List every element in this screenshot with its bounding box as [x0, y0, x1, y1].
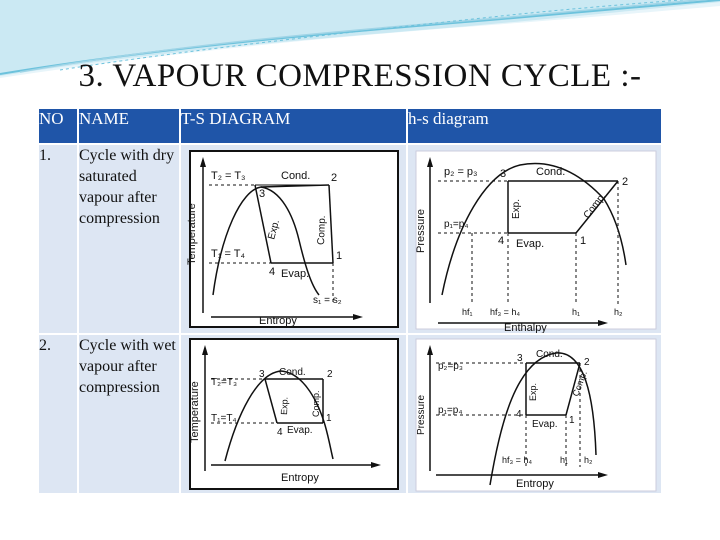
row-number: 2. [39, 335, 77, 493]
ts1-p3: 3 [259, 188, 265, 200]
ts2-axis-y: Temperature [189, 381, 201, 443]
ph2-label-b: p₁=p₄ [438, 405, 462, 416]
ph2-h2: h₁ [560, 455, 568, 465]
ph2-cond: Cond. [536, 349, 563, 360]
ph2-h3: h₂ [584, 455, 593, 465]
ts-diagram-dry-saturated: Temperature Entropy T₂ = T₃ T₁ = T₄ Cond… [186, 150, 399, 328]
ts2-comp: Comp. [311, 390, 321, 417]
ph1-axis-y: Pressure [415, 209, 427, 253]
ts1-label-b: T₁ = T₄ [211, 248, 245, 260]
ph1-axis-x: Enthalpy [504, 322, 547, 333]
ts1-cond: Cond. [281, 170, 310, 182]
ts1-axis-y: Temperature [186, 203, 198, 265]
ph1-cond: Cond. [536, 166, 565, 178]
ph1-h3: h₁ [572, 307, 580, 317]
ts1-axis-x: Entropy [259, 315, 297, 327]
ph2-p3: 3 [517, 353, 523, 364]
hs-diagram-cell: Pressure Entropy p₂=p₃ p₁=p₄ Cond. Evap.… [408, 335, 661, 493]
cycle-table: NO NAME T-S DIAGRAM h-s diagram 1. Cycle… [37, 107, 663, 495]
ph1-h1: hf₁ [462, 307, 473, 317]
ts1-p4: 4 [269, 266, 275, 278]
ts1-evap: Evap. [281, 268, 309, 280]
ts-diagram-wet-vapour: Temperature Entropy T₂=T₃ T₁=T₄ Cond. Ev… [189, 338, 399, 490]
ph1-p1: 1 [580, 235, 586, 247]
ph1-label-t: p₂ = p₃ [444, 166, 478, 178]
row-name: Cycle with wet vapour after compression [79, 335, 179, 493]
ph2-label-t: p₂=p₃ [438, 361, 463, 372]
ts-diagram-cell: Temperature Entropy T₂ = T₃ T₁ = T₄ Cond… [181, 145, 406, 333]
ph1-label-b: p₁=p₄ [444, 219, 468, 230]
ph1-evap: Evap. [516, 238, 544, 250]
hs-diagram-cell: Pressure Enthalpy p₂ = p₃ p₁=p₄ Cond. Ev… [408, 145, 661, 333]
ts2-p3: 3 [259, 369, 265, 380]
ts1-p1: 1 [336, 250, 342, 262]
ph-diagram-wet-vapour: Pressure Entropy p₂=p₃ p₁=p₄ Cond. Evap.… [415, 338, 657, 492]
ph2-exp: Exp. [528, 383, 538, 401]
header-name: NAME [79, 109, 179, 143]
ph1-p2: 2 [622, 176, 628, 188]
ts2-p4: 4 [277, 427, 283, 438]
ts2-label-t: T₂=T₃ [211, 377, 237, 388]
ts1-exp: Exp. [266, 219, 282, 241]
ts2-axis-x: Entropy [281, 472, 319, 484]
ph1-exp: Exp. [511, 199, 522, 219]
ts2-exp: Exp. [279, 397, 290, 415]
ph2-axis-x: Entropy [516, 478, 554, 490]
ph2-axis-y: Pressure [416, 395, 427, 435]
header-ts-diagram: T-S DIAGRAM [181, 109, 406, 143]
ph1-p4: 4 [498, 235, 504, 247]
slide-title: 3. VAPOUR COMPRESSION CYCLE :- [78, 58, 642, 94]
table-row: 1. Cycle with dry saturated vapour after… [39, 145, 661, 333]
ts2-p2: 2 [327, 369, 333, 380]
header-no: NO [39, 109, 77, 143]
ts1-s: s₁ = s₂ [313, 295, 342, 306]
ts-diagram-cell: Temperature Entropy T₂=T₃ T₁=T₄ Cond. Ev… [181, 335, 406, 493]
table-header-row: NO NAME T-S DIAGRAM h-s diagram [39, 109, 661, 143]
ts1-p2: 2 [331, 172, 337, 184]
ph1-p3: 3 [500, 168, 506, 180]
ph-diagram-dry-saturated: Pressure Enthalpy p₂ = p₃ p₁=p₄ Cond. Ev… [415, 150, 657, 333]
ts1-label-t: T₂ = T₃ [211, 170, 246, 182]
ts2-evap: Evap. [287, 425, 313, 436]
ph2-p1: 1 [569, 415, 575, 426]
row-name: Cycle with dry saturated vapour after co… [79, 145, 179, 333]
ph2-h1: hf₃ = h₄ [502, 455, 532, 465]
ph2-p2: 2 [584, 357, 590, 368]
row-number: 1. [39, 145, 77, 333]
ts2-p1: 1 [326, 413, 332, 424]
ts2-cond: Cond. [279, 367, 306, 378]
table-row: 2. Cycle with wet vapour after compressi… [39, 335, 661, 493]
decorative-wave-banner [0, 0, 720, 78]
ts2-label-b: T₁=T₄ [211, 413, 237, 424]
ph1-h2: hf₃ = h₄ [490, 307, 520, 317]
ph2-evap: Evap. [532, 419, 558, 430]
ts1-comp: Comp. [316, 215, 328, 245]
ph1-h4: h₂ [614, 307, 623, 317]
header-hs-diagram: h-s diagram [408, 109, 661, 143]
ph2-p4: 4 [516, 409, 522, 420]
